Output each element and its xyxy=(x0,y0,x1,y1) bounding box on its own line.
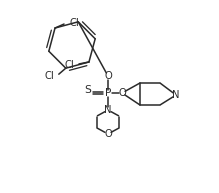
Text: Cl: Cl xyxy=(64,60,74,70)
Text: Cl: Cl xyxy=(69,18,79,28)
Text: O: O xyxy=(104,129,112,139)
Text: N: N xyxy=(104,105,112,115)
Text: Cl: Cl xyxy=(44,71,54,81)
Text: O: O xyxy=(104,71,112,81)
Text: N: N xyxy=(172,90,180,100)
Text: S: S xyxy=(85,85,92,95)
Text: O: O xyxy=(118,88,126,98)
Text: P: P xyxy=(105,88,111,98)
